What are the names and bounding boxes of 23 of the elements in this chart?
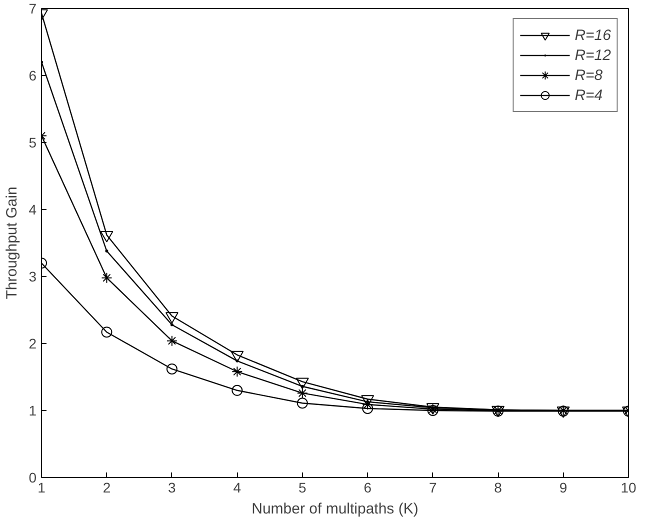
y-tick-label: 7	[28, 0, 37, 16]
x-tick-label: 5	[298, 480, 306, 496]
x-tick-label: 8	[494, 480, 502, 496]
x-tick-label: 9	[559, 480, 568, 496]
x-tick-label: 2	[102, 480, 111, 496]
y-tick-label: 5	[28, 134, 37, 150]
x-axis-title: Number of multipaths (K)	[252, 500, 418, 518]
legend-label: R=4	[574, 86, 603, 104]
y-tick-label: 4	[28, 202, 37, 218]
y-axis-title: Throughput Gain	[4, 186, 21, 300]
y-tick-label: 1	[28, 402, 37, 418]
legend-label: R=12	[574, 46, 611, 64]
y-tick-label: 3	[28, 268, 37, 284]
x-tick-label: 7	[428, 480, 437, 496]
x-tick-label: 4	[233, 480, 242, 496]
x-tick-label: 3	[168, 480, 176, 496]
y-tick-label: 2	[28, 336, 37, 352]
y-tick-label: 6	[28, 68, 37, 84]
y-tick-label: 0	[28, 470, 37, 486]
legend-label: R=16	[574, 26, 611, 44]
x-tick-label: 6	[364, 480, 372, 496]
x-tick-label: 10	[620, 480, 636, 496]
legend-label: R=8	[574, 66, 603, 84]
